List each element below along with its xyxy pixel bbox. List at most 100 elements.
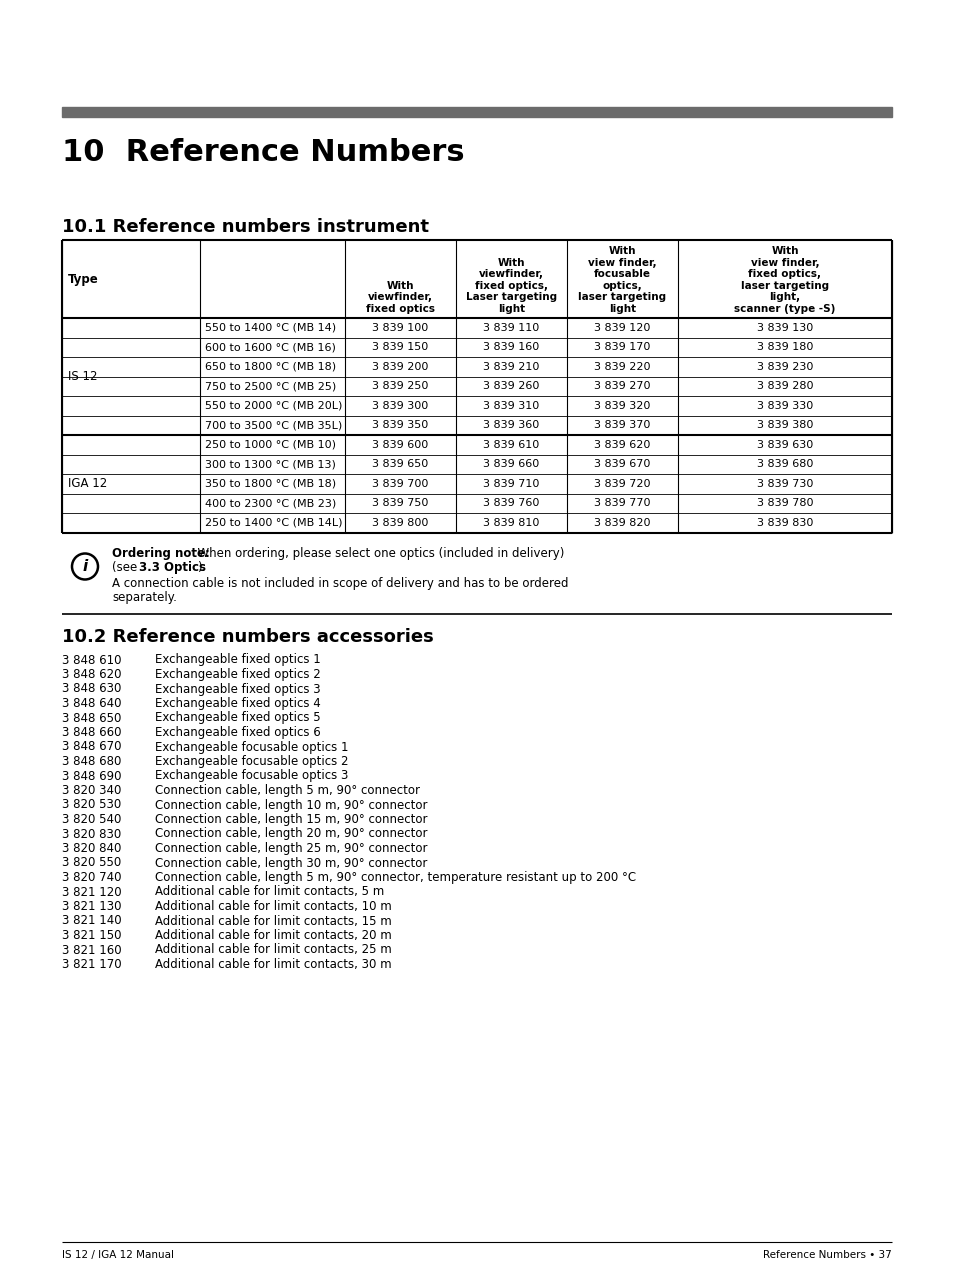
Text: 3 848 630: 3 848 630 bbox=[62, 682, 121, 696]
Text: 3 821 130: 3 821 130 bbox=[62, 900, 121, 913]
Text: 3 848 650: 3 848 650 bbox=[62, 711, 121, 724]
Text: 650 to 1800 °C (MB 18): 650 to 1800 °C (MB 18) bbox=[205, 362, 335, 372]
Text: Exchangeable fixed optics 3: Exchangeable fixed optics 3 bbox=[154, 682, 320, 696]
Text: 3 839 610: 3 839 610 bbox=[483, 439, 539, 450]
Text: 3 839 600: 3 839 600 bbox=[372, 439, 428, 450]
Text: 3 839 250: 3 839 250 bbox=[372, 381, 428, 391]
Text: 3 839 280: 3 839 280 bbox=[756, 381, 812, 391]
Text: 3 839 370: 3 839 370 bbox=[594, 420, 650, 431]
Text: 3 839 180: 3 839 180 bbox=[756, 342, 812, 352]
Text: Exchangeable focusable optics 3: Exchangeable focusable optics 3 bbox=[154, 770, 348, 782]
Text: Exchangeable fixed optics 4: Exchangeable fixed optics 4 bbox=[154, 697, 320, 710]
Text: 550 to 1400 °C (MB 14): 550 to 1400 °C (MB 14) bbox=[205, 323, 335, 333]
Text: 3 839 680: 3 839 680 bbox=[756, 460, 812, 469]
Text: A connection cable is not included in scope of delivery and has to be ordered: A connection cable is not included in sc… bbox=[112, 578, 568, 591]
Text: 3 839 770: 3 839 770 bbox=[594, 498, 650, 508]
Text: Additional cable for limit contacts, 15 m: Additional cable for limit contacts, 15 … bbox=[154, 914, 392, 927]
Text: 400 to 2300 °C (MB 23): 400 to 2300 °C (MB 23) bbox=[205, 498, 335, 508]
Text: 350 to 1800 °C (MB 18): 350 to 1800 °C (MB 18) bbox=[205, 479, 335, 489]
Text: 3 848 670: 3 848 670 bbox=[62, 740, 121, 753]
Text: Type: Type bbox=[68, 273, 99, 286]
Text: 3 839 630: 3 839 630 bbox=[756, 439, 812, 450]
Text: With
view finder,
fixed optics,
laser targeting
light,
scanner (type -S): With view finder, fixed optics, laser ta… bbox=[734, 246, 835, 314]
Text: Connection cable, length 25 m, 90° connector: Connection cable, length 25 m, 90° conne… bbox=[154, 842, 427, 855]
Text: Exchangeable fixed optics 1: Exchangeable fixed optics 1 bbox=[154, 654, 320, 667]
Text: 750 to 2500 °C (MB 25): 750 to 2500 °C (MB 25) bbox=[205, 381, 335, 391]
Text: 3 839 760: 3 839 760 bbox=[483, 498, 539, 508]
Text: 3 839 660: 3 839 660 bbox=[483, 460, 539, 469]
Text: 3 821 170: 3 821 170 bbox=[62, 958, 121, 972]
Text: 3 839 200: 3 839 200 bbox=[372, 362, 428, 372]
Text: 3 848 660: 3 848 660 bbox=[62, 726, 121, 739]
Text: Connection cable, length 15 m, 90° connector: Connection cable, length 15 m, 90° conne… bbox=[154, 813, 427, 826]
Text: Additional cable for limit contacts, 20 m: Additional cable for limit contacts, 20 … bbox=[154, 928, 392, 942]
Text: 10.2 Reference numbers accessories: 10.2 Reference numbers accessories bbox=[62, 627, 434, 645]
Text: Exchangeable fixed optics 5: Exchangeable fixed optics 5 bbox=[154, 711, 320, 724]
Text: 3 839 720: 3 839 720 bbox=[594, 479, 650, 489]
Text: 3 839 820: 3 839 820 bbox=[594, 518, 650, 528]
Text: 3 839 310: 3 839 310 bbox=[483, 401, 539, 410]
Text: Ordering note:: Ordering note: bbox=[112, 547, 210, 560]
Text: 10.1 Reference numbers instrument: 10.1 Reference numbers instrument bbox=[62, 218, 429, 236]
Text: 3 839 260: 3 839 260 bbox=[483, 381, 539, 391]
Text: 3 820 540: 3 820 540 bbox=[62, 813, 121, 826]
Text: IGA 12: IGA 12 bbox=[68, 478, 107, 490]
Text: 3 821 150: 3 821 150 bbox=[62, 928, 121, 942]
Text: ).: ). bbox=[196, 561, 205, 574]
Text: i: i bbox=[82, 559, 88, 574]
Text: 3 848 680: 3 848 680 bbox=[62, 754, 121, 768]
Text: 3 839 830: 3 839 830 bbox=[756, 518, 812, 528]
Text: Connection cable, length 20 m, 90° connector: Connection cable, length 20 m, 90° conne… bbox=[154, 828, 427, 841]
Text: 3 848 640: 3 848 640 bbox=[62, 697, 121, 710]
Text: 3 839 320: 3 839 320 bbox=[594, 401, 650, 410]
Text: 3 820 340: 3 820 340 bbox=[62, 784, 121, 798]
Text: IS 12 / IGA 12 Manual: IS 12 / IGA 12 Manual bbox=[62, 1250, 173, 1260]
Text: With
viewfinder,
fixed optics,
Laser targeting
light: With viewfinder, fixed optics, Laser tar… bbox=[465, 258, 557, 314]
Text: 600 to 1600 °C (MB 16): 600 to 1600 °C (MB 16) bbox=[205, 342, 335, 352]
Text: (see: (see bbox=[112, 561, 141, 574]
Text: Additional cable for limit contacts, 30 m: Additional cable for limit contacts, 30 … bbox=[154, 958, 392, 972]
Text: IS 12: IS 12 bbox=[68, 370, 97, 384]
Text: 3 839 700: 3 839 700 bbox=[372, 479, 428, 489]
Text: With
viewfinder,
fixed optics: With viewfinder, fixed optics bbox=[366, 281, 435, 314]
Text: 3 839 110: 3 839 110 bbox=[483, 323, 539, 333]
Text: 3 839 350: 3 839 350 bbox=[372, 420, 428, 431]
Text: 3 839 270: 3 839 270 bbox=[594, 381, 650, 391]
Text: Exchangeable fixed optics 6: Exchangeable fixed optics 6 bbox=[154, 726, 320, 739]
Text: 3 839 220: 3 839 220 bbox=[594, 362, 650, 372]
Text: Additional cable for limit contacts, 25 m: Additional cable for limit contacts, 25 … bbox=[154, 944, 392, 956]
Text: 700 to 3500 °C (MB 35L): 700 to 3500 °C (MB 35L) bbox=[205, 420, 342, 431]
Text: Connection cable, length 10 m, 90° connector: Connection cable, length 10 m, 90° conne… bbox=[154, 799, 427, 812]
Text: 3 820 740: 3 820 740 bbox=[62, 871, 121, 884]
Text: Connection cable, length 30 m, 90° connector: Connection cable, length 30 m, 90° conne… bbox=[154, 856, 427, 870]
Text: 3 839 800: 3 839 800 bbox=[372, 518, 428, 528]
Text: When ordering, please select one optics (included in delivery): When ordering, please select one optics … bbox=[190, 547, 564, 560]
Text: 3 839 300: 3 839 300 bbox=[372, 401, 428, 410]
Text: 3 821 160: 3 821 160 bbox=[62, 944, 121, 956]
Text: 3.3 Optics: 3.3 Optics bbox=[139, 561, 206, 574]
Text: 250 to 1400 °C (MB 14L): 250 to 1400 °C (MB 14L) bbox=[205, 518, 342, 528]
Text: 3 839 210: 3 839 210 bbox=[483, 362, 539, 372]
Text: 10  Reference Numbers: 10 Reference Numbers bbox=[62, 138, 464, 166]
Text: Exchangeable focusable optics 2: Exchangeable focusable optics 2 bbox=[154, 754, 348, 768]
Text: 3 839 330: 3 839 330 bbox=[756, 401, 812, 410]
Text: With
view finder,
focusable
optics,
laser targeting
light: With view finder, focusable optics, lase… bbox=[578, 246, 666, 314]
Text: 3 839 380: 3 839 380 bbox=[756, 420, 812, 431]
Text: 550 to 2000 °C (MB 20L): 550 to 2000 °C (MB 20L) bbox=[205, 401, 342, 410]
Text: 3 821 140: 3 821 140 bbox=[62, 914, 121, 927]
Text: 3 839 120: 3 839 120 bbox=[594, 323, 650, 333]
Text: 3 821 120: 3 821 120 bbox=[62, 885, 121, 898]
Text: 3 820 530: 3 820 530 bbox=[62, 799, 121, 812]
Text: 3 848 620: 3 848 620 bbox=[62, 668, 121, 681]
Text: 300 to 1300 °C (MB 13): 300 to 1300 °C (MB 13) bbox=[205, 460, 335, 469]
Text: 250 to 1000 °C (MB 10): 250 to 1000 °C (MB 10) bbox=[205, 439, 335, 450]
Text: Connection cable, length 5 m, 90° connector, temperature resistant up to 200 °C: Connection cable, length 5 m, 90° connec… bbox=[154, 871, 636, 884]
Text: Exchangeable fixed optics 2: Exchangeable fixed optics 2 bbox=[154, 668, 320, 681]
Text: 3 839 620: 3 839 620 bbox=[594, 439, 650, 450]
Bar bbox=[62, 107, 891, 117]
Text: 3 839 360: 3 839 360 bbox=[483, 420, 539, 431]
Text: 3 820 840: 3 820 840 bbox=[62, 842, 121, 855]
Text: 3 839 750: 3 839 750 bbox=[372, 498, 428, 508]
Text: 3 839 650: 3 839 650 bbox=[372, 460, 428, 469]
Text: Additional cable for limit contacts, 5 m: Additional cable for limit contacts, 5 m bbox=[154, 885, 384, 898]
